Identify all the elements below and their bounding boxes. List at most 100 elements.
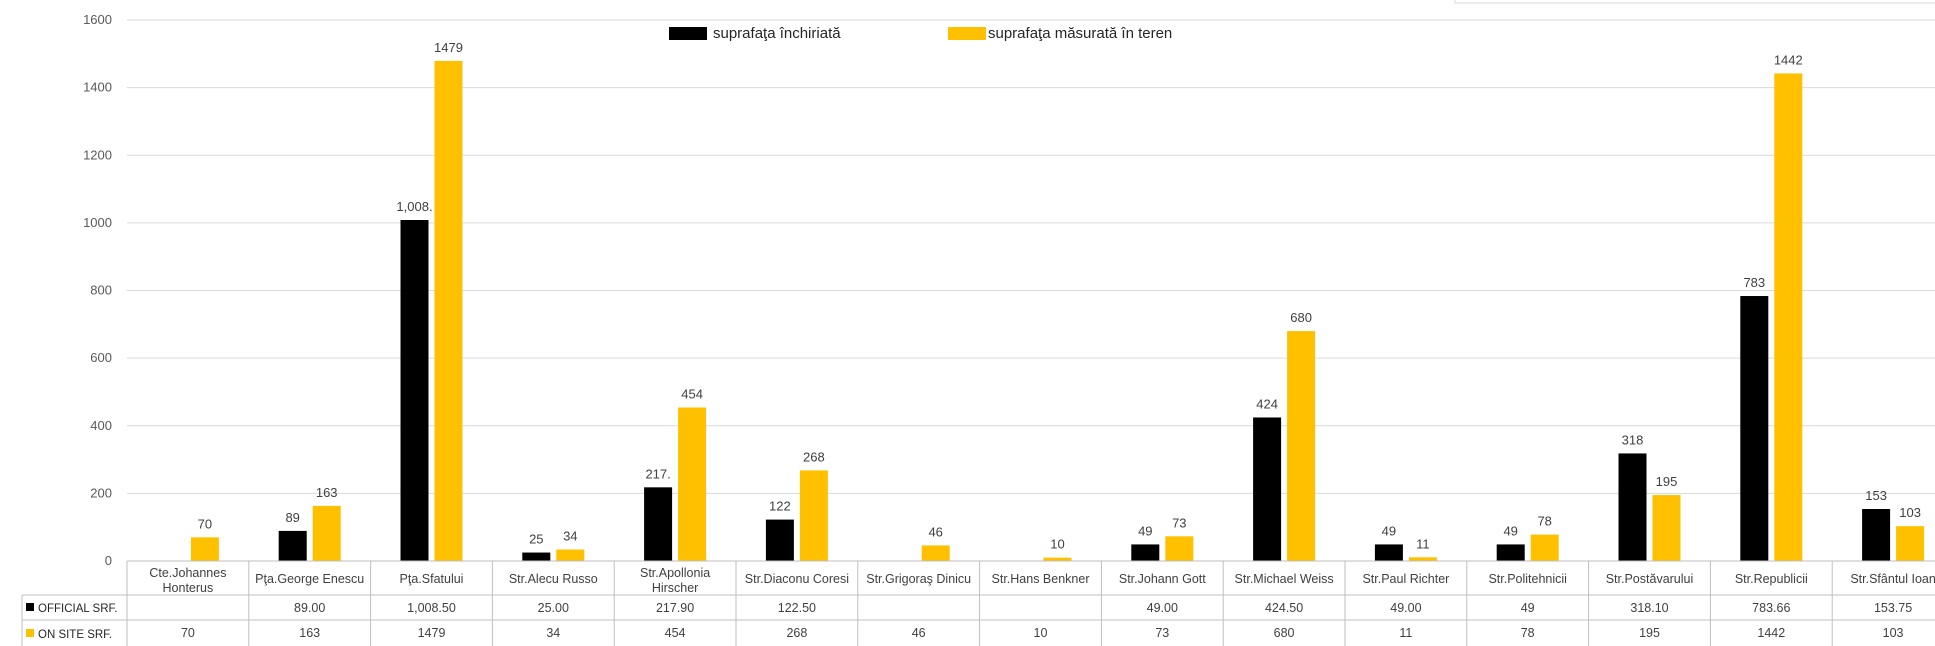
data-label-onsite: 10 [1050, 537, 1064, 552]
legend-swatch-onsite [948, 27, 986, 40]
bar-official [1862, 509, 1891, 561]
bar-onsite [1896, 526, 1925, 561]
data-label-onsite: 78 [1537, 514, 1551, 529]
table-cell-official: 318.10 [1630, 601, 1668, 615]
table-cell-official: 783.66 [1752, 601, 1790, 615]
table-cell-onsite: 454 [665, 626, 686, 640]
data-labels: 70 89 163 1,008. 1479 25 34 217. 454 122 268 46 10 49… [198, 40, 1921, 552]
data-label-onsite: 268 [803, 449, 825, 464]
x-tick-label: Str.Paul Richter [1362, 572, 1449, 586]
bar-onsite [556, 549, 585, 561]
table-cell-onsite: 73 [1155, 626, 1169, 640]
table-cell-official: 49 [1521, 601, 1535, 615]
bar-official [278, 530, 307, 561]
table-row-label-official: OFFICIAL SRF. [38, 603, 117, 615]
x-tick-label: Cte.Johannes [149, 566, 226, 580]
bar-onsite [1165, 536, 1194, 561]
table-cell-official: 122.50 [778, 601, 816, 615]
y-tick-label: 0 [105, 553, 112, 568]
bar-onsite [799, 470, 828, 561]
data-label-onsite: 46 [928, 524, 942, 539]
y-tick-label: 200 [90, 485, 112, 500]
bar-onsite [1408, 557, 1437, 561]
data-label-official: 89 [285, 510, 299, 525]
bar-official [1253, 417, 1282, 561]
bars [190, 60, 1925, 562]
table-cell-onsite: 103 [1883, 626, 1904, 640]
bar-official [522, 552, 551, 561]
data-label-official: 49 [1382, 523, 1396, 538]
bar-official [1618, 453, 1647, 561]
data-label-onsite: 454 [681, 386, 703, 401]
x-tick-label: Pţa.Sfatului [400, 572, 464, 586]
data-label-official: 424 [1256, 396, 1278, 411]
data-label-onsite: 103 [1899, 505, 1921, 520]
bar-onsite [312, 505, 341, 561]
gridlines [127, 19, 1935, 494]
data-label-official: 153 [1865, 488, 1887, 503]
x-tick-label: Str.Apollonia [640, 566, 710, 580]
data-label-onsite: 34 [563, 529, 577, 544]
data-label-onsite: 195 [1656, 474, 1678, 489]
x-tick-label: Str.Johann Gott [1119, 572, 1206, 586]
data-label-official: 25 [529, 532, 543, 547]
table-cell-onsite: 78 [1521, 626, 1535, 640]
x-tick-label: Pţa.George Enescu [255, 572, 364, 586]
table-cell-onsite: 680 [1274, 626, 1295, 640]
table-swatch-onsite [26, 629, 34, 637]
x-tick-label: Str.Michael Weiss [1235, 572, 1334, 586]
bar-onsite [921, 545, 950, 561]
bar-official [765, 519, 794, 561]
bar-official [1131, 544, 1160, 561]
bar-official [1496, 544, 1525, 561]
table-cell-onsite: 1442 [1757, 626, 1785, 640]
bar-onsite [1043, 557, 1072, 561]
table-cell-onsite: 1479 [418, 626, 446, 640]
table-cell-official: 49.00 [1147, 601, 1178, 615]
x-tick-label: Str.Diaconu Coresi [745, 572, 849, 586]
y-tick-label: 1600 [83, 12, 112, 27]
data-label-onsite: 1442 [1774, 52, 1803, 67]
y-tick-label: 1200 [83, 147, 112, 162]
table-cell-onsite: 70 [181, 626, 195, 640]
bar-official [400, 220, 429, 562]
table-cell-official: 153.75 [1874, 601, 1912, 615]
y-tick-label: 400 [90, 418, 112, 433]
table-cell-onsite: 163 [299, 626, 320, 640]
x-tick-label: Str.Politehnicii [1488, 572, 1567, 586]
table-cell-onsite: 10 [1034, 626, 1048, 640]
bar-onsite [1774, 73, 1803, 561]
bar-official [1374, 544, 1403, 561]
bar-onsite [1652, 495, 1681, 561]
table-cell-onsite: 11 [1399, 626, 1412, 640]
x-tick-label: Str.Republicii [1735, 572, 1808, 586]
data-label-official: 783 [1743, 275, 1765, 290]
bar-onsite [1287, 331, 1316, 561]
bar-onsite [434, 60, 463, 562]
legend-swatch-official [669, 27, 707, 40]
y-tick-label: 600 [90, 350, 112, 365]
y-tick-label: 1400 [83, 80, 112, 95]
table-swatch-official [26, 603, 34, 611]
y-axis: 0 200 400 600 800 1000 1200 1400 1600 [83, 12, 112, 568]
bar-official [644, 487, 673, 561]
legend: suprafaţa închiriată suprafaţa măsurată … [669, 25, 1172, 42]
bar-official [1740, 296, 1769, 561]
y-tick-label: 1000 [83, 215, 112, 230]
x-tick-label: Str.Hans Benkner [992, 572, 1090, 586]
legend-label-official: suprafaţa închiriată [713, 25, 841, 42]
bar-onsite [190, 537, 219, 561]
table-cell-official: 49.00 [1390, 601, 1421, 615]
x-tick-label: Str.Alecu Russo [509, 572, 598, 586]
data-label-official: 217. [645, 466, 670, 481]
x-tick-label: Honterus [163, 581, 214, 595]
table-row-label-onsite: ON SITE SRF. [38, 629, 112, 641]
data-label-official: 49 [1138, 523, 1152, 538]
data-label-onsite: 1479 [434, 40, 463, 55]
x-tick-label: Str.Postăvarului [1606, 572, 1694, 586]
legend-label-onsite: suprafaţa măsurată în teren [988, 25, 1172, 42]
x-tick-label: Hirscher [652, 581, 699, 595]
data-label-official: 122 [769, 499, 791, 514]
data-label-official: 49 [1503, 523, 1517, 538]
